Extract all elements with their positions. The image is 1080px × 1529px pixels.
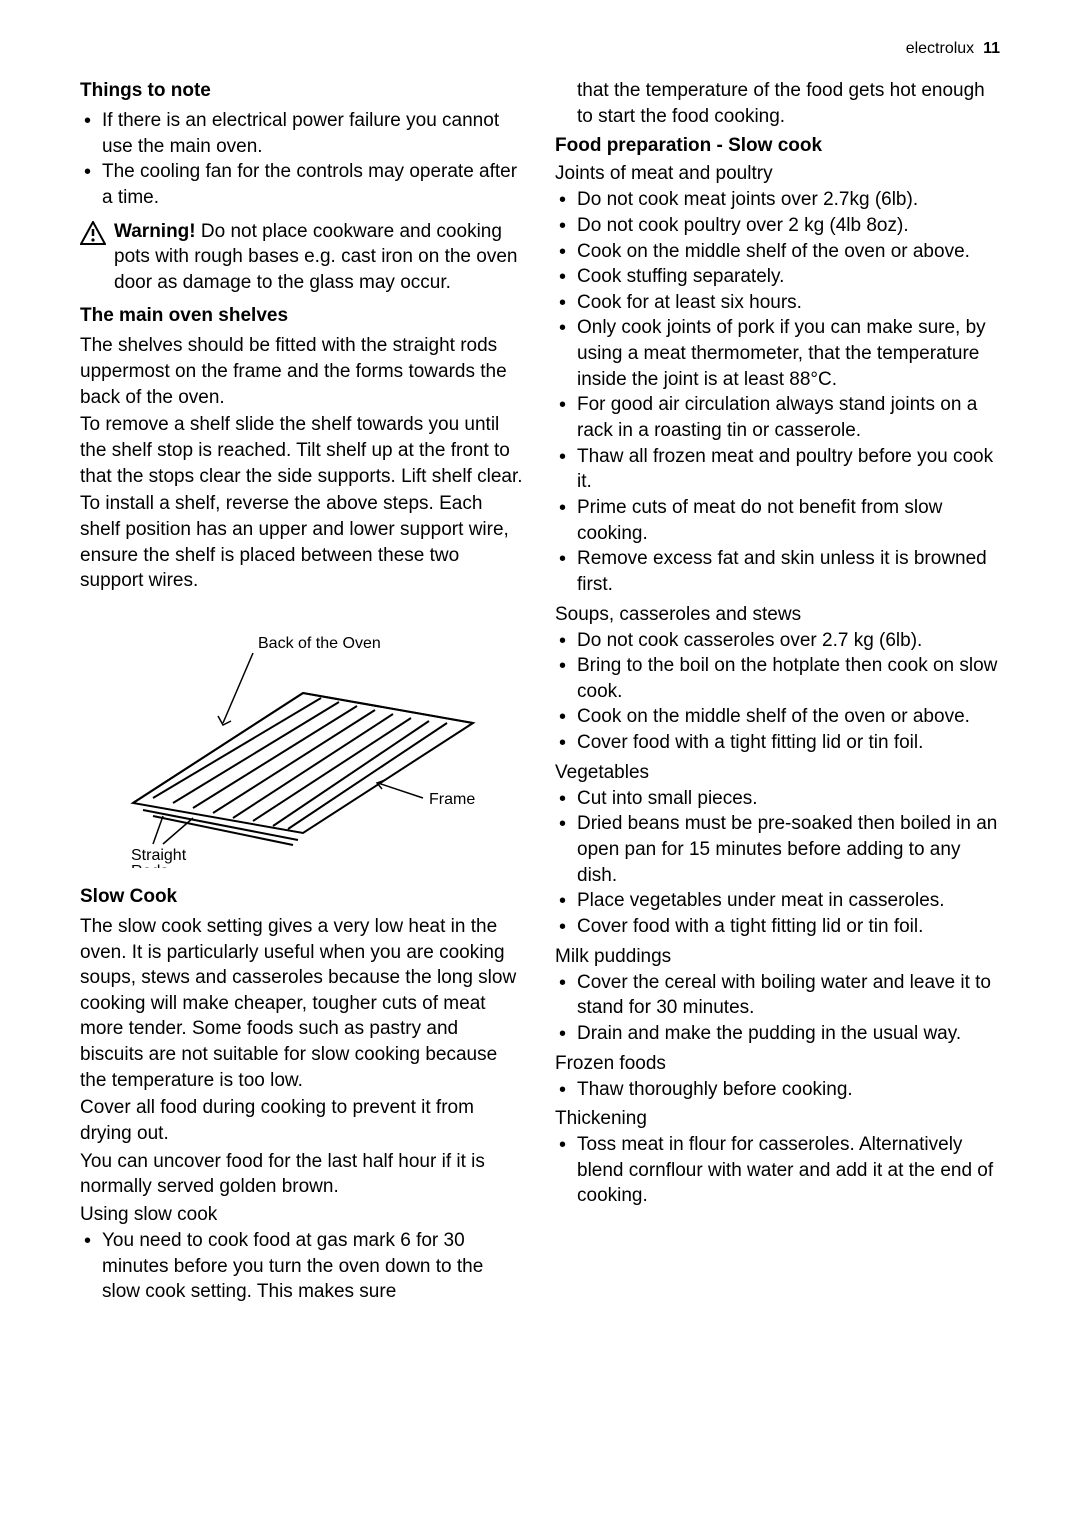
list-item: The cooling fan for the controls may ope… (80, 159, 525, 210)
list-item: Cook on the middle shelf of the oven or … (555, 239, 1000, 265)
body-text: Cover all food during cooking to prevent… (80, 1095, 525, 1146)
milk-list: Cover the cereal with boiling water and … (555, 970, 1000, 1047)
frozen-list: Thaw thoroughly before cooking. (555, 1077, 1000, 1103)
list-item: Cook for at least six hours. (555, 290, 1000, 316)
list-item: For good air circulation always stand jo… (555, 392, 1000, 443)
list-item: Cut into small pieces. (555, 786, 1000, 812)
warning-label: Warning! (114, 221, 196, 242)
warning-block: Warning! Do not place cookware and cooki… (80, 219, 525, 296)
page-number: 11 (983, 40, 1000, 57)
list-item: Do not cook meat joints over 2.7kg (6lb)… (555, 187, 1000, 213)
left-column: Things to note If there is an electrical… (80, 78, 525, 1311)
list-item: Thaw all frozen meat and poultry before … (555, 444, 1000, 495)
milk-heading: Milk puddings (555, 946, 1000, 968)
list-item: Bring to the boil on the hotplate then c… (555, 653, 1000, 704)
list-item: Toss meat in flour for casseroles. Alter… (555, 1132, 1000, 1209)
continuation-text: that the temperature of the food gets ho… (555, 78, 1000, 129)
diagram-label-rods1: Straight (131, 847, 187, 864)
list-item: Cook stuffing separately. (555, 264, 1000, 290)
body-text: The slow cook setting gives a very low h… (80, 914, 525, 1093)
body-text: The shelves should be fitted with the st… (80, 333, 525, 410)
content-columns: Things to note If there is an electrical… (80, 78, 1000, 1311)
list-item: Cover the cereal with boiling water and … (555, 970, 1000, 1021)
brand-label: electrolux (906, 40, 974, 57)
list-item: Place vegetables under meat in casserole… (555, 888, 1000, 914)
thickening-heading: Thickening (555, 1108, 1000, 1130)
list-item: Dried beans must be pre-soaked then boil… (555, 811, 1000, 888)
things-to-note-heading: Things to note (80, 80, 525, 102)
list-item: Thaw thoroughly before cooking. (555, 1077, 1000, 1103)
list-item: Cover food with a tight fitting lid or t… (555, 730, 1000, 756)
list-item: If there is an electrical power failure … (80, 108, 525, 159)
list-item: Remove excess fat and skin unless it is … (555, 546, 1000, 597)
body-text: You can uncover food for the last half h… (80, 1149, 525, 1200)
joints-list: Do not cook meat joints over 2.7kg (6lb)… (555, 187, 1000, 597)
vegetables-heading: Vegetables (555, 762, 1000, 784)
list-item: Prime cuts of meat do not benefit from s… (555, 495, 1000, 546)
warning-text: Warning! Do not place cookware and cooki… (114, 219, 525, 296)
right-column: that the temperature of the food gets ho… (555, 78, 1000, 1311)
food-prep-heading: Food preparation - Slow cook (555, 135, 1000, 157)
page-header: electrolux 11 (80, 40, 1000, 58)
thickening-list: Toss meat in flour for casseroles. Alter… (555, 1132, 1000, 1209)
things-to-note-list: If there is an electrical power failure … (80, 108, 525, 211)
diagram-label-frame: Frame (429, 791, 475, 808)
joints-heading: Joints of meat and poultry (555, 163, 1000, 185)
using-slow-cook-list: You need to cook food at gas mark 6 for … (80, 1228, 525, 1305)
oven-shelf-diagram: Back of the Oven Frame Straight Rods (103, 608, 503, 868)
list-item: Do not cook casseroles over 2.7 kg (6lb)… (555, 628, 1000, 654)
shelves-heading: The main oven shelves (80, 305, 525, 327)
list-item: Only cook joints of pork if you can make… (555, 315, 1000, 392)
body-text: To remove a shelf slide the shelf toward… (80, 412, 525, 489)
list-item: Cover food with a tight fitting lid or t… (555, 914, 1000, 940)
frozen-heading: Frozen foods (555, 1053, 1000, 1075)
vegetables-list: Cut into small pieces. Dried beans must … (555, 786, 1000, 940)
slow-cook-heading: Slow Cook (80, 886, 525, 908)
soups-heading: Soups, casseroles and stews (555, 604, 1000, 626)
diagram-label-rods2: Rods (131, 863, 168, 868)
diagram-label-back: Back of the Oven (258, 635, 381, 652)
soups-list: Do not cook casseroles over 2.7 kg (6lb)… (555, 628, 1000, 756)
using-slow-cook-heading: Using slow cook (80, 1204, 525, 1226)
body-text: To install a shelf, reverse the above st… (80, 491, 525, 594)
list-item: Do not cook poultry over 2 kg (4lb 8oz). (555, 213, 1000, 239)
warning-icon (80, 221, 106, 245)
list-item: You need to cook food at gas mark 6 for … (80, 1228, 525, 1305)
list-item: Cook on the middle shelf of the oven or … (555, 704, 1000, 730)
list-item: Drain and make the pudding in the usual … (555, 1021, 1000, 1047)
